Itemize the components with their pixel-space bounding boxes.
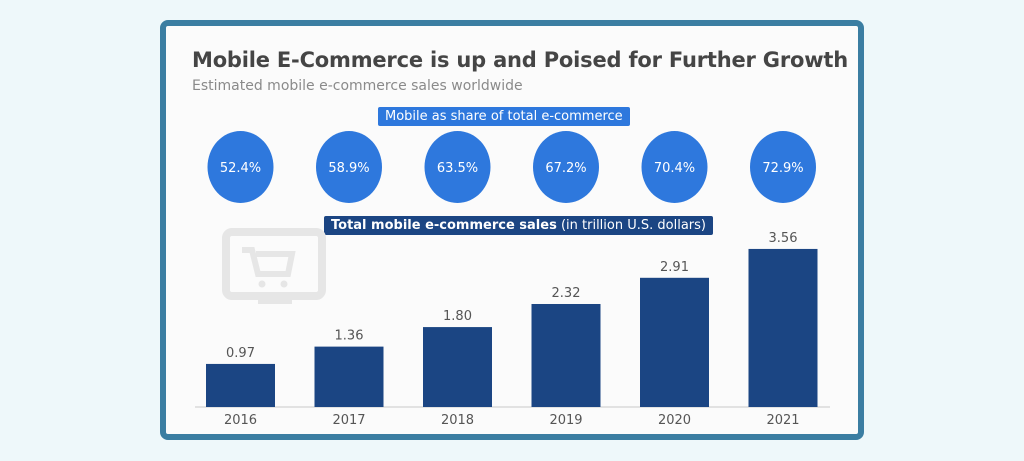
x-tick-label: 2021 bbox=[766, 413, 799, 428]
bar-2020 bbox=[640, 277, 709, 407]
bar-2021 bbox=[748, 248, 818, 407]
x-tick-label: 2018 bbox=[441, 413, 474, 428]
chart-subtitle: Estimated mobile e-commerce sales worldw… bbox=[192, 78, 523, 94]
bar-2017 bbox=[314, 346, 384, 407]
bar-2018 bbox=[423, 327, 492, 407]
share-value-label: 63.5% bbox=[437, 161, 478, 176]
bar-value-label: 0.97 bbox=[226, 346, 255, 361]
bar-value-label: 2.91 bbox=[660, 260, 689, 275]
bar-2019 bbox=[531, 303, 601, 407]
chart-card: Mobile E-Commerce is up and Poised for F… bbox=[160, 20, 864, 440]
x-tick-label: 2020 bbox=[658, 413, 691, 428]
x-tick-label: 2016 bbox=[224, 413, 257, 428]
share-value-label: 52.4% bbox=[220, 161, 261, 176]
chart-title: Mobile E-Commerce is up and Poised for F… bbox=[192, 48, 848, 72]
share-circle-2021 bbox=[750, 131, 816, 203]
share-circle-2017 bbox=[316, 131, 382, 203]
sales-badge-bold: Total mobile e-commerce sales bbox=[331, 218, 557, 233]
share-badge: Mobile as share of total e-commerce bbox=[378, 107, 630, 126]
shopping-cart-monitor-icon bbox=[222, 228, 326, 304]
x-tick-label: 2017 bbox=[332, 413, 365, 428]
sales-badge: Total mobile e-commerce sales (in trilli… bbox=[324, 216, 713, 235]
bar-value-label: 1.36 bbox=[335, 329, 364, 344]
share-value-label: 72.9% bbox=[762, 161, 803, 176]
bar-2016 bbox=[206, 363, 275, 407]
share-value-label: 67.2% bbox=[545, 161, 586, 176]
share-circle-2019 bbox=[533, 131, 599, 203]
bar-value-label: 1.80 bbox=[443, 309, 472, 324]
share-value-label: 58.9% bbox=[328, 161, 369, 176]
sales-badge-unit: (in trillion U.S. dollars) bbox=[556, 218, 706, 233]
share-circle-2016 bbox=[207, 131, 274, 203]
share-circle-2020 bbox=[641, 131, 708, 203]
x-tick-label: 2019 bbox=[549, 413, 582, 428]
bar-value-label: 3.56 bbox=[769, 231, 798, 246]
bar-value-label: 2.32 bbox=[552, 286, 581, 301]
share-circle-2018 bbox=[424, 131, 491, 203]
share-value-label: 70.4% bbox=[654, 161, 695, 176]
